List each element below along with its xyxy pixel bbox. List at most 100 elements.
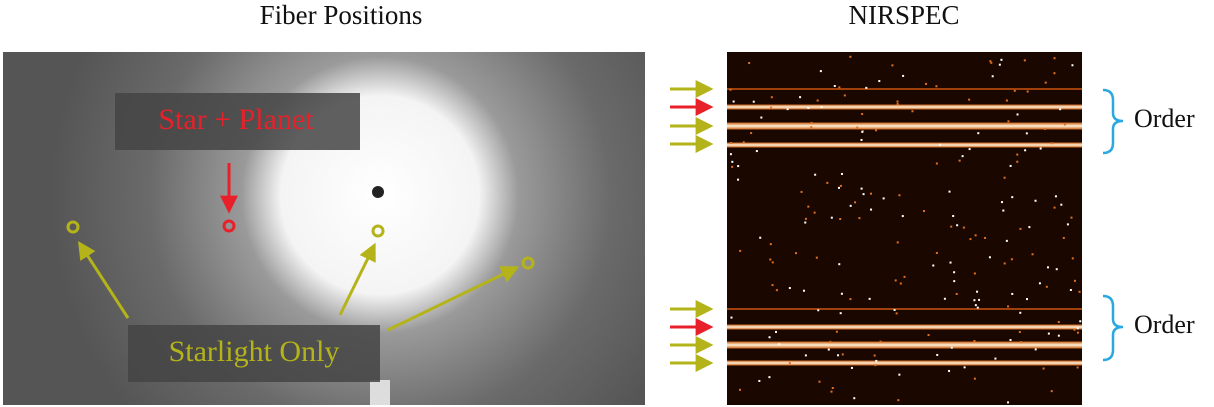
- speckle: [804, 217, 807, 220]
- speckle: [1002, 209, 1005, 212]
- speckle: [862, 193, 865, 196]
- speckle: [838, 263, 841, 266]
- speckle: [829, 340, 832, 343]
- speckle: [870, 208, 873, 211]
- speckle: [865, 86, 868, 89]
- speckle: [1066, 223, 1069, 226]
- speckle: [935, 85, 938, 88]
- speckle: [1026, 90, 1029, 93]
- speckle: [729, 153, 732, 156]
- speckle: [874, 364, 877, 367]
- spectral-trace: [727, 324, 1082, 330]
- speckle: [939, 143, 942, 146]
- spectral-trace: [727, 88, 1082, 90]
- arrow: [78, 240, 130, 319]
- speckle: [730, 141, 733, 144]
- fiber: [222, 219, 236, 233]
- speckle: [849, 298, 852, 301]
- speckle: [1076, 366, 1079, 369]
- speckle: [1028, 226, 1031, 229]
- speckle: [973, 377, 976, 380]
- speckle: [1054, 195, 1057, 198]
- spectral-trace: [727, 122, 1082, 130]
- label-box: [128, 325, 380, 382]
- speckle: [943, 297, 946, 300]
- speckle: [1016, 113, 1019, 116]
- speckle: [769, 258, 772, 261]
- speckle: [1047, 266, 1050, 269]
- speckle: [849, 55, 852, 58]
- speckle: [961, 155, 964, 158]
- speckle: [903, 275, 906, 278]
- speckle: [899, 282, 902, 285]
- panel-title: Fiber Positions: [260, 0, 423, 30]
- speckle: [1073, 279, 1076, 282]
- speckle: [802, 289, 805, 292]
- speckle: [819, 70, 822, 73]
- speckle: [894, 279, 897, 282]
- speckle: [750, 132, 753, 135]
- speckle: [731, 165, 734, 168]
- speckle: [868, 297, 871, 300]
- speckle: [1019, 311, 1022, 314]
- speckle: [958, 159, 961, 162]
- speckle: [956, 224, 959, 227]
- speckle: [1076, 331, 1079, 334]
- speckle: [1005, 239, 1008, 242]
- speckle: [838, 86, 841, 89]
- speckle: [1001, 201, 1004, 204]
- speckle: [950, 346, 953, 349]
- speckle: [1023, 59, 1026, 62]
- speckle: [978, 298, 981, 301]
- speckle: [839, 217, 842, 220]
- speckle: [870, 192, 873, 195]
- speckle: [826, 181, 829, 184]
- speckle: [1018, 330, 1021, 333]
- speckle: [1071, 257, 1074, 260]
- speckle: [755, 150, 758, 153]
- speckle: [739, 249, 742, 252]
- speckle: [820, 106, 823, 109]
- speckle: [815, 256, 818, 259]
- speckle: [843, 94, 846, 97]
- speckle: [963, 366, 966, 369]
- speckle: [775, 289, 778, 292]
- speckle: [769, 243, 772, 246]
- speckle: [968, 148, 971, 151]
- speckle: [984, 236, 987, 239]
- arrow: [338, 242, 376, 316]
- speckle: [1003, 262, 1006, 265]
- speckle: [730, 316, 733, 319]
- speckle: [794, 252, 797, 255]
- speckle: [810, 121, 813, 124]
- speckle: [1009, 339, 1012, 342]
- speckle: [1073, 328, 1076, 331]
- speckle: [853, 397, 856, 400]
- speckle: [1070, 216, 1073, 219]
- speckle: [1076, 327, 1079, 330]
- speckle: [807, 205, 810, 208]
- speckle: [1020, 341, 1023, 344]
- starlight-label: Starlight Only: [169, 335, 340, 368]
- speckle: [841, 353, 844, 356]
- star-planet-label: Star + Planet: [158, 103, 314, 136]
- spectral-trace: [727, 104, 1082, 110]
- speckle: [948, 190, 951, 193]
- speckle: [827, 348, 830, 351]
- speckle: [925, 82, 928, 85]
- speckle: [850, 366, 853, 369]
- brace: [1102, 88, 1124, 155]
- arrow: [387, 266, 520, 332]
- speckle: [732, 100, 735, 103]
- speckle: [896, 100, 899, 103]
- speckle: [833, 84, 836, 87]
- speckle: [901, 215, 904, 218]
- speckle: [858, 217, 861, 220]
- speckle: [856, 126, 859, 129]
- speckle: [998, 63, 1001, 66]
- speckle: [1078, 290, 1081, 293]
- speckle: [896, 103, 899, 106]
- speckle: [1053, 57, 1056, 60]
- speckle: [1059, 108, 1062, 111]
- speckle: [861, 113, 864, 116]
